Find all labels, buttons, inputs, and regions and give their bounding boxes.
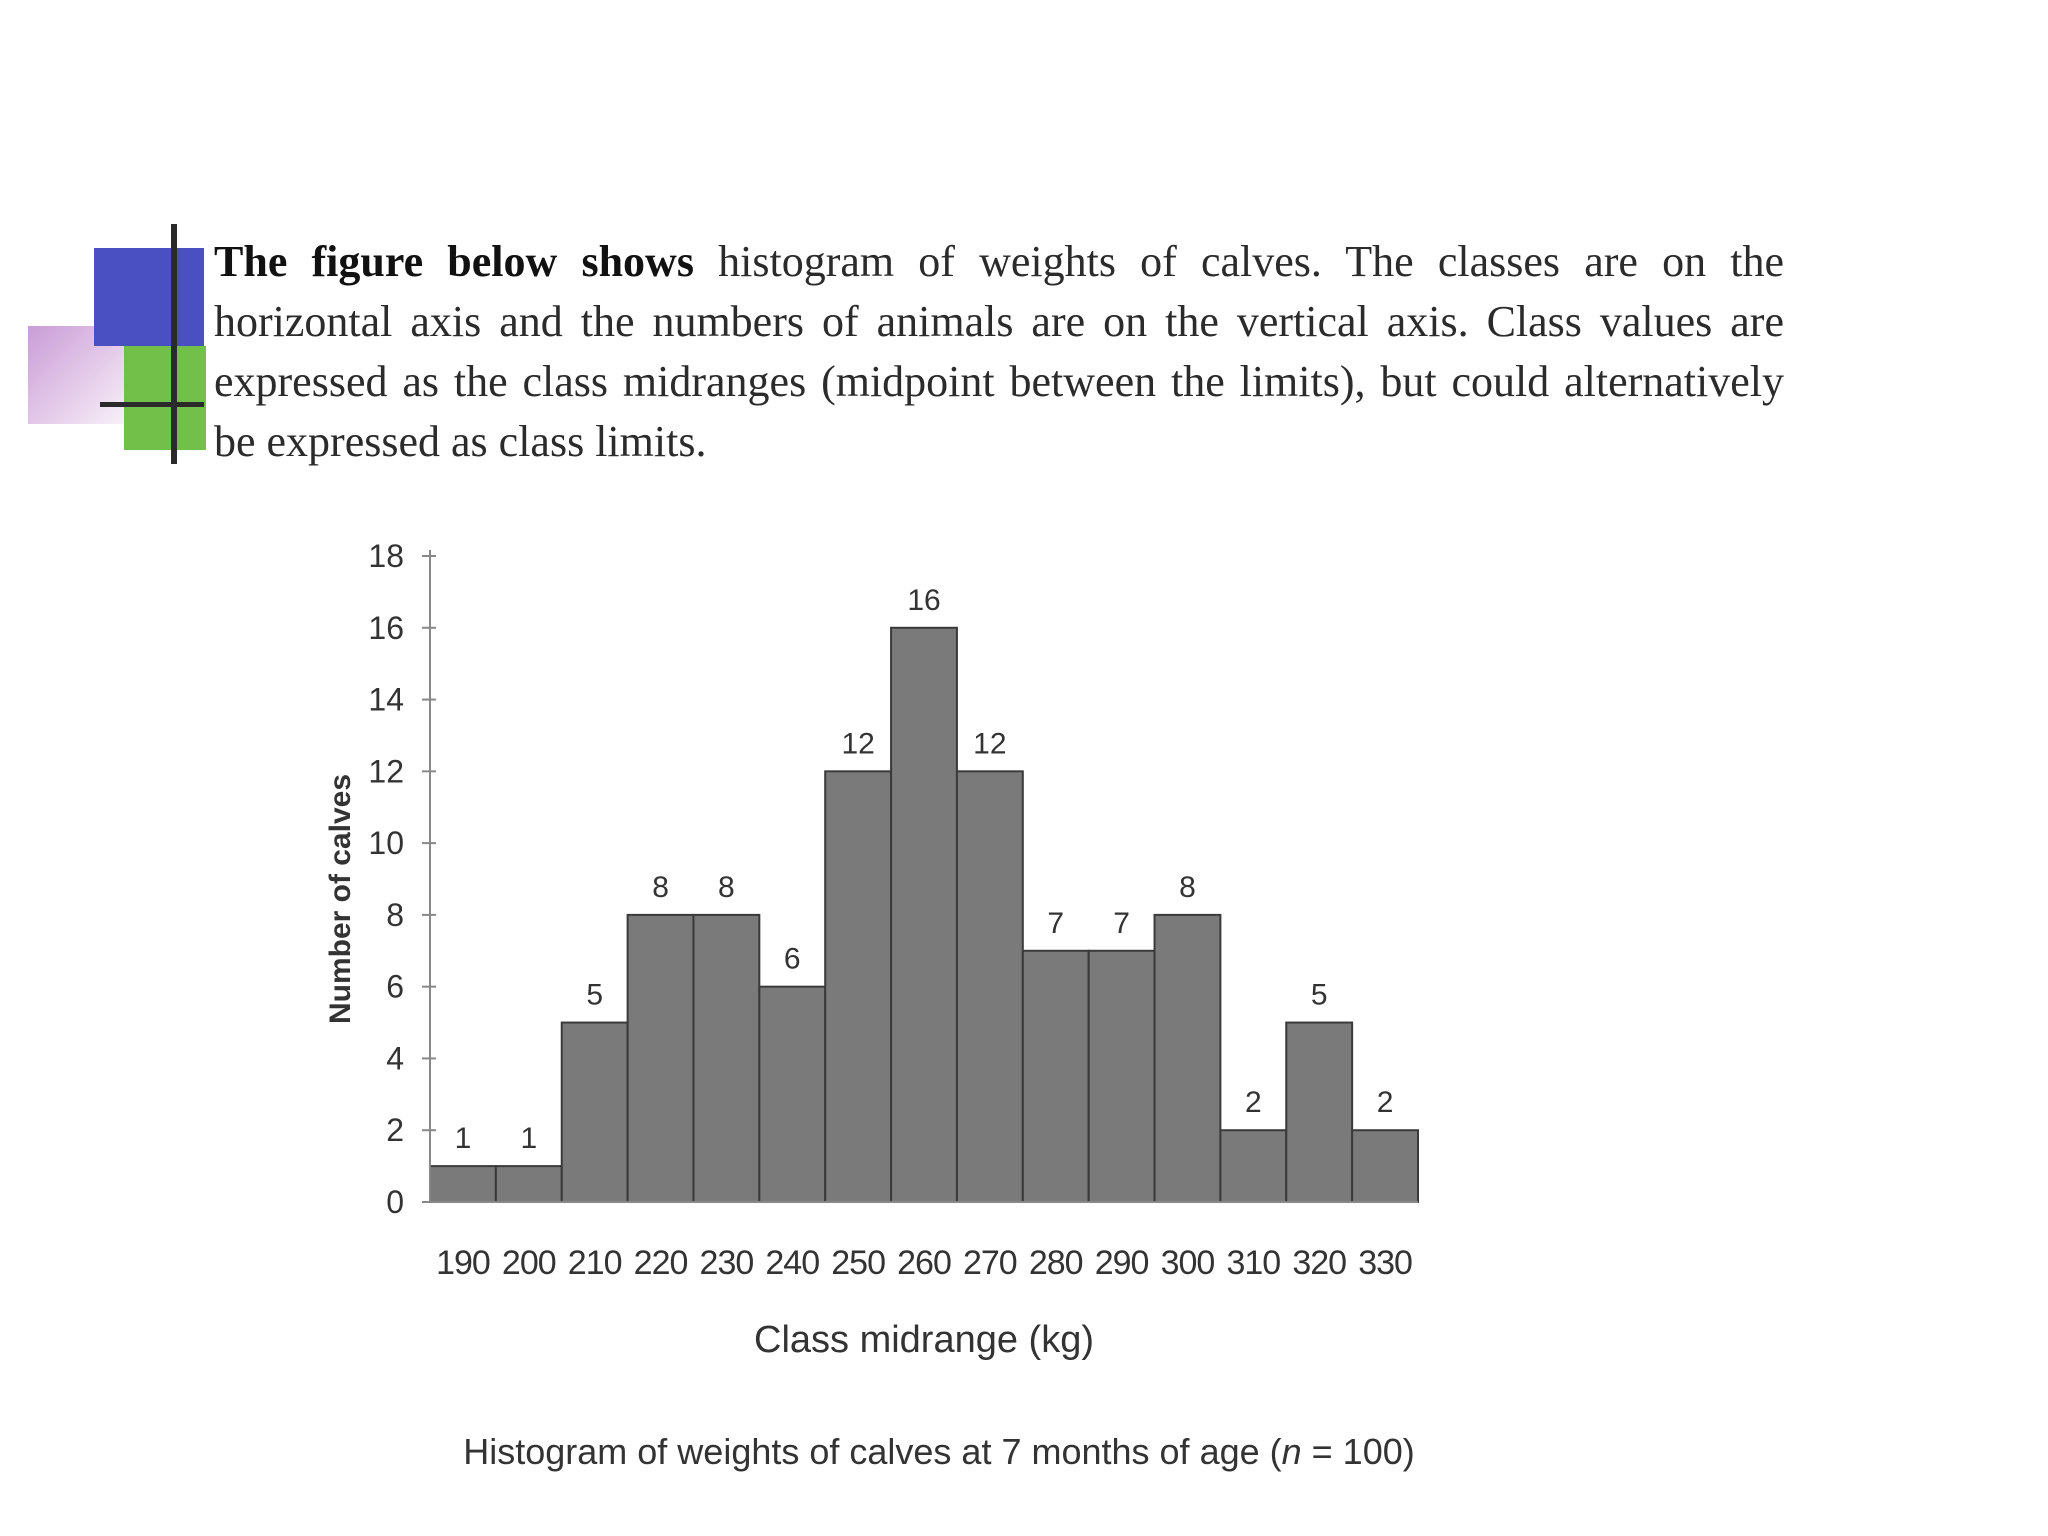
bar-250 — [824, 770, 893, 1203]
bar-240 — [758, 985, 827, 1204]
caption-main: Histogram of weights of calves at 7 mont… — [463, 1431, 1281, 1472]
intro-body-text: histogram of weights of calves. The clas… — [214, 237, 1785, 466]
value-label-270: 12 — [973, 727, 1006, 760]
value-label-240: 6 — [784, 943, 801, 976]
value-label-250: 12 — [841, 727, 874, 760]
value-label-220: 8 — [652, 871, 669, 904]
y-tick-label-10: 10 — [368, 825, 404, 861]
x-tick-210: 210 — [568, 1244, 622, 1282]
caption-tail: = 100) — [1302, 1431, 1415, 1472]
value-label-280: 7 — [1047, 907, 1064, 940]
bar-190 — [429, 1165, 497, 1203]
x-tick-220: 220 — [634, 1244, 688, 1282]
decorative-vertical-line — [171, 224, 177, 464]
x-tick-240: 240 — [765, 1244, 819, 1282]
bar-290 — [1087, 949, 1156, 1203]
bar-320 — [1285, 1021, 1354, 1203]
x-tick-200: 200 — [502, 1244, 556, 1282]
y-axis-label: Number of calves — [324, 774, 357, 1024]
value-label-330: 2 — [1377, 1086, 1394, 1119]
x-axis-label: Class midrange (kg) — [754, 1319, 1094, 1361]
value-label-200: 1 — [520, 1122, 537, 1155]
caption-italic-n: n — [1282, 1431, 1302, 1472]
bar-310 — [1219, 1129, 1288, 1203]
y-tick-label-0: 0 — [386, 1184, 404, 1220]
bar-210 — [560, 1021, 629, 1203]
intro-paragraph: The figure below shows histogram of weig… — [214, 232, 1784, 472]
x-tick-labels: 190 200 210 220 230 240 250 260 270 280 290 300 310 3… — [436, 1244, 1413, 1282]
value-labels-group: 1 1 5 8 8 6 12 16 12 7 7 8 2 5 2 — [455, 584, 1394, 1155]
chart-caption: Histogram of weights of calves at 7 mont… — [463, 1431, 1415, 1472]
bar-330 — [1351, 1129, 1419, 1203]
bar-220 — [626, 913, 695, 1204]
bar-230 — [692, 913, 761, 1204]
y-tick-label-4: 4 — [386, 1040, 404, 1076]
value-label-230: 8 — [718, 871, 735, 904]
bar-300 — [1153, 913, 1222, 1204]
value-label-210: 5 — [586, 979, 603, 1012]
value-label-300: 8 — [1179, 871, 1196, 904]
bar-200 — [494, 1165, 563, 1203]
value-label-190: 1 — [455, 1122, 472, 1155]
value-label-310: 2 — [1245, 1086, 1262, 1119]
y-tick-label-8: 8 — [386, 897, 404, 933]
y-tick-label-14: 14 — [368, 682, 404, 718]
x-tick-250: 250 — [831, 1244, 885, 1282]
x-tick-260: 260 — [897, 1244, 951, 1282]
x-tick-290: 290 — [1095, 1244, 1149, 1282]
value-label-260: 16 — [907, 584, 940, 617]
y-tick-label-6: 6 — [386, 969, 404, 1005]
decorative-blue-square — [94, 248, 204, 346]
y-tick-label-16: 16 — [368, 610, 404, 646]
bar-260 — [890, 626, 958, 1203]
bars-group — [429, 626, 1419, 1204]
x-tick-300: 300 — [1161, 1244, 1215, 1282]
decorative-horizontal-line — [100, 402, 204, 407]
bar-270 — [955, 770, 1024, 1203]
x-tick-320: 320 — [1292, 1244, 1346, 1282]
x-tick-310: 310 — [1226, 1244, 1280, 1282]
x-tick-270: 270 — [963, 1244, 1017, 1282]
value-label-320: 5 — [1311, 979, 1328, 1012]
value-label-290: 7 — [1113, 907, 1130, 940]
y-tick-label-2: 2 — [386, 1112, 404, 1148]
intro-bold-lead: The figure below shows — [214, 237, 694, 286]
bar-280 — [1021, 949, 1090, 1203]
x-tick-230: 230 — [700, 1244, 754, 1282]
decorative-green-square — [124, 346, 206, 450]
x-tick-280: 280 — [1029, 1244, 1083, 1282]
x-tick-330: 330 — [1358, 1244, 1412, 1282]
y-tick-label-12: 12 — [368, 753, 404, 789]
y-tick-label-18: 18 — [368, 538, 404, 574]
x-tick-190: 190 — [436, 1244, 490, 1282]
